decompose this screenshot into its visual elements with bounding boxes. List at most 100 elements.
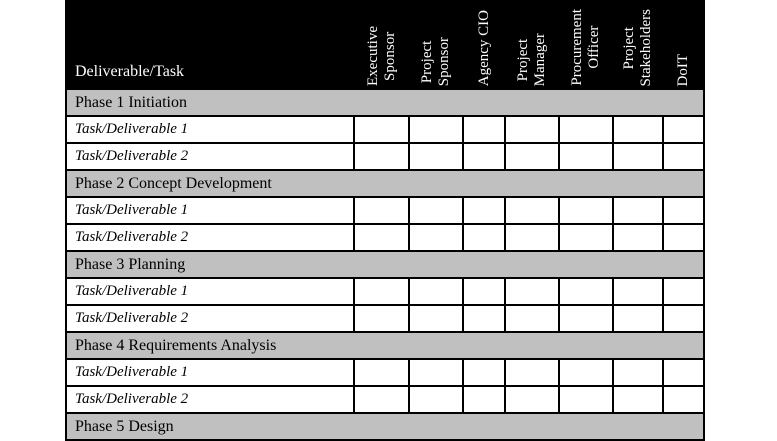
- matrix-cell: [612, 223, 664, 252]
- matrix-cell: [612, 358, 664, 387]
- column-header-label: Executive Sponsor: [364, 26, 398, 86]
- column-header-label: Procurement Officer: [569, 9, 602, 86]
- column-header-label: Project Manager: [515, 32, 548, 86]
- rotated-label-wrap: Agency CIO: [465, 3, 503, 86]
- rotated-label-wrap: Project Sponsor: [411, 3, 461, 86]
- matrix-cell: [504, 196, 560, 225]
- matrix-cell: [612, 196, 664, 225]
- phase-row-label: Phase 3 Planning: [65, 250, 705, 279]
- matrix-cell: [408, 115, 464, 144]
- task-row-label: Task/Deliverable 2: [65, 223, 355, 252]
- matrix-cell: [462, 142, 506, 171]
- matrix-cell: [353, 277, 410, 306]
- matrix-cell: [353, 223, 410, 252]
- phase-row-3: Phase 3 Planning: [65, 250, 705, 279]
- phase-row-label: Phase 1 Initiation: [65, 88, 705, 117]
- column-header-project-manager: Project Manager: [504, 0, 560, 90]
- task-row: Task/Deliverable 1: [65, 358, 705, 387]
- matrix-cell: [504, 115, 560, 144]
- matrix-cell: [662, 115, 705, 144]
- column-header-label: Agency CIO: [475, 9, 492, 86]
- matrix-cell: [558, 115, 614, 144]
- matrix-cell: [353, 142, 410, 171]
- task-row: Task/Deliverable 1: [65, 196, 705, 225]
- matrix-cell: [462, 304, 506, 333]
- task-row: Task/Deliverable 2: [65, 223, 705, 252]
- matrix-cell: [504, 142, 560, 171]
- matrix-cell: [662, 196, 705, 225]
- task-row: Task/Deliverable 1: [65, 277, 705, 306]
- phase-row-4: Phase 4 Requirements Analysis: [65, 331, 705, 360]
- task-row: Task/Deliverable 2: [65, 304, 705, 333]
- matrix-cell: [612, 385, 664, 414]
- matrix-cell: [353, 304, 410, 333]
- matrix-cell: [462, 196, 506, 225]
- matrix-cell: [662, 304, 705, 333]
- responsibility-matrix-table: Deliverable/Task Executive Sponsor Proje…: [65, 0, 705, 441]
- phase-row-2: Phase 2 Concept Development: [65, 169, 705, 198]
- matrix-cell: [462, 115, 506, 144]
- matrix-cell: [662, 358, 705, 387]
- matrix-cell: [558, 223, 614, 252]
- matrix-cell: [408, 223, 464, 252]
- column-header-label: Project Stakeholders: [621, 8, 654, 86]
- task-row-label: Task/Deliverable 1: [65, 277, 355, 306]
- matrix-cell: [612, 142, 664, 171]
- matrix-cell: [408, 358, 464, 387]
- phase-row-1: Phase 1 Initiation: [65, 88, 705, 117]
- corner-label: Deliverable/Task: [75, 63, 185, 80]
- matrix-cell: [558, 196, 614, 225]
- rotated-label-wrap: DoIT: [665, 3, 702, 87]
- phase-row-label: Phase 2 Concept Development: [65, 169, 705, 198]
- task-row: Task/Deliverable 1: [65, 115, 705, 144]
- matrix-cell: [408, 385, 464, 414]
- rotated-label-wrap: Project Stakeholders: [615, 3, 661, 86]
- matrix-cell: [408, 304, 464, 333]
- matrix-cell: [558, 277, 614, 306]
- matrix-cell: [408, 196, 464, 225]
- column-header-executive-sponsor: Executive Sponsor: [353, 0, 410, 90]
- matrix-cell: [408, 277, 464, 306]
- matrix-cell: [353, 196, 410, 225]
- phase-row-label: Phase 4 Requirements Analysis: [65, 331, 705, 360]
- task-row-label: Task/Deliverable 2: [65, 385, 355, 414]
- matrix-cell: [558, 304, 614, 333]
- task-row-label: Task/Deliverable 1: [65, 115, 355, 144]
- matrix-cell: [462, 277, 506, 306]
- column-header-project-sponsor: Project Sponsor: [408, 0, 464, 90]
- matrix-cell: [353, 385, 410, 414]
- matrix-cell: [504, 304, 560, 333]
- matrix-cell: [353, 115, 410, 144]
- matrix-cell: [612, 115, 664, 144]
- column-header-procurement-officer: Procurement Officer: [558, 0, 614, 90]
- task-row: Task/Deliverable 2: [65, 142, 705, 171]
- phase-row-label: Phase 5 Design: [65, 412, 705, 441]
- column-header-doit: DoIT: [662, 0, 705, 90]
- task-row-label: Task/Deliverable 2: [65, 304, 355, 333]
- phase-row-5: Phase 5 Design: [65, 412, 705, 441]
- column-header-agency-cio: Agency CIO: [462, 0, 506, 90]
- rotated-label-wrap: Procurement Officer: [561, 3, 611, 86]
- matrix-cell: [662, 142, 705, 171]
- task-row: Task/Deliverable 2: [65, 385, 705, 414]
- matrix-cell: [612, 304, 664, 333]
- table-header-row: Deliverable/Task Executive Sponsor Proje…: [65, 0, 705, 90]
- matrix-cell: [504, 358, 560, 387]
- matrix-cell: [504, 277, 560, 306]
- matrix-cell: [462, 223, 506, 252]
- task-row-label: Task/Deliverable 1: [65, 358, 355, 387]
- matrix-cell: [558, 385, 614, 414]
- matrix-cell: [662, 277, 705, 306]
- matrix-cell: [462, 358, 506, 387]
- matrix-cell: [558, 142, 614, 171]
- column-header-label: Project Sponsor: [419, 36, 452, 86]
- column-header-deliverable-task: Deliverable/Task: [65, 0, 355, 90]
- matrix-cell: [504, 223, 560, 252]
- rotated-label-wrap: Project Manager: [507, 3, 557, 86]
- matrix-cell: [462, 385, 506, 414]
- task-row-label: Task/Deliverable 2: [65, 142, 355, 171]
- column-header-project-stakeholders: Project Stakeholders: [612, 0, 664, 90]
- matrix-cell: [612, 277, 664, 306]
- matrix-cell: [662, 223, 705, 252]
- task-row-label: Task/Deliverable 1: [65, 196, 355, 225]
